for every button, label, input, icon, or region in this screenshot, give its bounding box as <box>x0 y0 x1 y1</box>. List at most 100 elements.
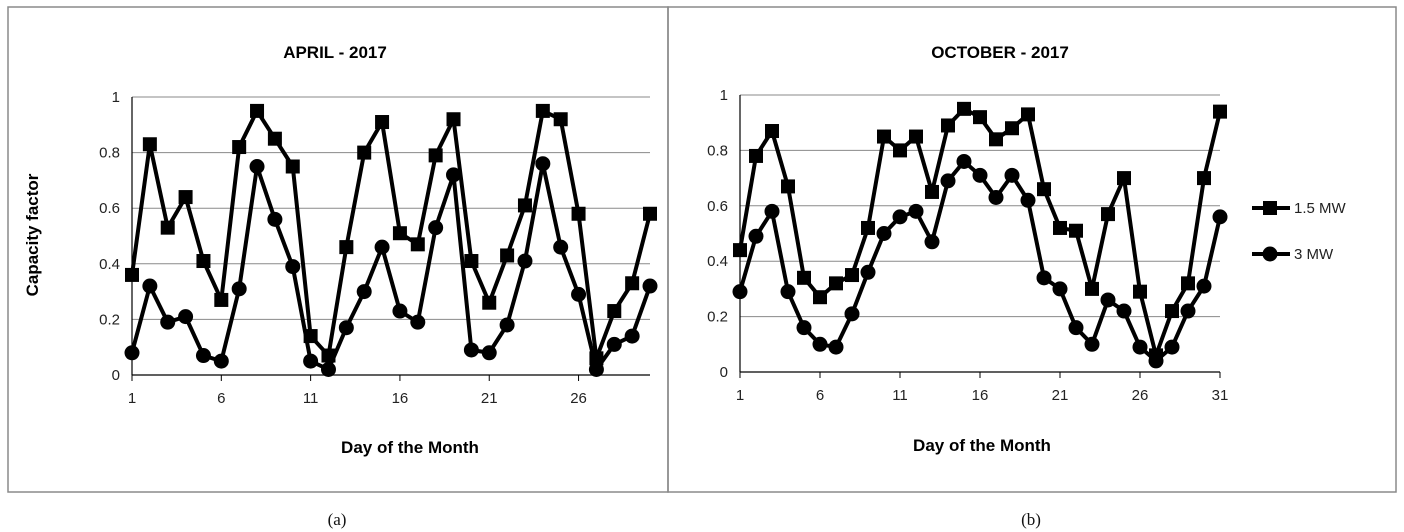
chart-a-ytick-label: 1 <box>112 89 120 106</box>
chart-a-point-3-mw <box>588 361 604 377</box>
chart-b-point-3-mw <box>1084 336 1100 352</box>
caption-a: (a) <box>328 510 347 529</box>
chart-b-ytick-label: 0 <box>720 364 728 381</box>
chart-a-plot: 00.20.40.60.811 6 11 16 21 26 <box>99 89 658 407</box>
chart-a-point-1-5-mw <box>517 198 532 213</box>
chart-a-xtick-label: 21 <box>481 390 498 407</box>
chart-b-point-3-mw <box>1164 339 1180 355</box>
caption-b: (b) <box>1021 510 1041 529</box>
chart-a-point-3-mw <box>642 278 658 294</box>
chart-a-point-1-5-mw <box>410 237 425 252</box>
chart-b-xtick-label: 1 <box>736 387 744 404</box>
chart-a-point-1-5-mw <box>178 190 193 205</box>
chart-b-point-1-5-mw <box>765 124 779 139</box>
chart-b-point-3-mw <box>732 284 748 300</box>
chart-b-point-3-mw <box>956 153 972 169</box>
chart-b-point-1-5-mw <box>829 276 843 291</box>
chart-a-point-1-5-mw <box>357 145 372 160</box>
chart-a-point-1-5-mw <box>464 254 479 269</box>
chart-b-point-3-mw <box>780 284 796 300</box>
chart-a-ytick-label: 0.8 <box>99 145 120 162</box>
chart-a-point-1-5-mw <box>196 254 211 269</box>
chart-a-point-1-5-mw <box>643 206 657 221</box>
chart-b-point-3-mw <box>988 189 1004 205</box>
chart-a-xtick-label: 16 <box>392 390 409 407</box>
chart-b-series-line-1-5-mw <box>738 106 1222 358</box>
chart-b-point-1-5-mw <box>989 132 1003 147</box>
chart-a-point-3-mw <box>338 320 354 336</box>
chart-b-point-3-mw <box>796 320 812 336</box>
chart-b-point-1-5-mw <box>925 184 939 199</box>
chart-a-xtick-label: 11 <box>303 390 319 407</box>
chart-b-point-1-5-mw <box>973 110 987 125</box>
chart-a-point-3-mw <box>124 345 140 361</box>
chart-a-point-3-mw <box>428 220 444 236</box>
chart-b-point-3-mw <box>892 209 908 225</box>
chart-a-point-1-5-mw <box>285 159 300 174</box>
chart-b-title: OCTOBER - 2017 <box>931 43 1069 62</box>
chart-a-xtick-label: 6 <box>217 390 225 407</box>
chart-a-point-1-5-mw <box>250 103 265 118</box>
chart-b-point-1-5-mw <box>1053 220 1067 235</box>
chart-a-xtick-label: 26 <box>570 390 587 407</box>
chart-b-point-3-mw <box>860 264 876 280</box>
chart-b-point-1-5-mw <box>877 129 891 144</box>
chart-b-xtick-label: 26 <box>1132 387 1149 404</box>
chart-b-point-1-5-mw <box>733 243 747 258</box>
legend-label-1-5mw: 1.5 MW <box>1294 200 1347 217</box>
chart-b-point-3-mw <box>1052 281 1068 297</box>
chart-b-point-3-mw <box>844 306 860 322</box>
chart-a-point-3-mw <box>481 345 497 361</box>
chart-b-point-3-mw <box>1020 192 1036 208</box>
chart-b-point-1-5-mw <box>1133 284 1147 299</box>
chart-b-xtick-label: 6 <box>816 387 824 404</box>
chart-b-point-1-5-mw <box>1165 304 1179 319</box>
chart-b-point-1-5-mw <box>1181 276 1195 291</box>
chart-b-ytick-label: 0.4 <box>707 253 728 270</box>
chart-b-point-3-mw <box>1148 353 1164 369</box>
chart-b-point-1-5-mw <box>813 290 827 305</box>
chart-b-point-1-5-mw <box>1005 121 1019 136</box>
chart-b-point-3-mw <box>764 203 780 219</box>
chart-b-point-1-5-mw <box>797 270 811 285</box>
chart-a-point-1-5-mw <box>125 267 139 282</box>
chart-a-title: APRIL - 2017 <box>283 43 387 62</box>
chart-a-point-3-mw <box>195 348 211 364</box>
chart-b-point-3-mw <box>1196 278 1212 294</box>
chart-b-point-1-5-mw <box>957 101 971 116</box>
panel-b-border <box>667 6 1397 493</box>
chart-a-ytick-label: 0.4 <box>99 256 120 273</box>
chart-b-point-3-mw <box>972 167 988 183</box>
chart-a-point-3-mw <box>142 278 158 294</box>
chart-b-point-3-mw <box>812 336 828 352</box>
chart-b-point-3-mw <box>876 226 892 241</box>
chart-a-point-3-mw <box>374 239 390 255</box>
chart-a-point-1-5-mw <box>392 226 407 241</box>
chart-b-point-1-5-mw <box>1069 223 1083 238</box>
chart-a-ytick-label: 0.6 <box>99 200 120 217</box>
chart-b-point-1-5-mw <box>1197 171 1211 186</box>
chart-a-point-3-mw <box>249 159 265 174</box>
chart-a-point-1-5-mw <box>553 112 568 127</box>
chart-a-xtick-label: 1 <box>128 390 136 407</box>
chart-a-point-3-mw <box>535 156 551 172</box>
chart-b-point-1-5-mw <box>845 268 859 283</box>
chart-a-point-3-mw <box>517 253 533 269</box>
chart-a-point-3-mw <box>392 303 408 319</box>
chart-b-xtick-label: 11 <box>892 387 908 404</box>
chart-b-point-1-5-mw <box>1037 182 1051 197</box>
chart-b-point-1-5-mw <box>861 220 875 235</box>
chart-b-point-3-mw <box>1100 292 1116 308</box>
chart-b-point-1-5-mw <box>781 179 795 194</box>
chart-b-point-1-5-mw <box>1213 104 1227 119</box>
legend: 1.5 MW 3 MW <box>1252 200 1347 263</box>
chart-a-point-1-5-mw <box>446 112 461 127</box>
chart-a-point-3-mw <box>571 286 587 302</box>
chart-b-point-1-5-mw <box>1021 107 1035 122</box>
chart-a-point-1-5-mw <box>375 115 390 130</box>
chart-a-point-3-mw <box>446 167 462 183</box>
chart-a-ytick-label: 0 <box>112 367 120 384</box>
chart-b-point-1-5-mw <box>893 143 907 158</box>
chart-a-point-1-5-mw <box>214 292 229 307</box>
